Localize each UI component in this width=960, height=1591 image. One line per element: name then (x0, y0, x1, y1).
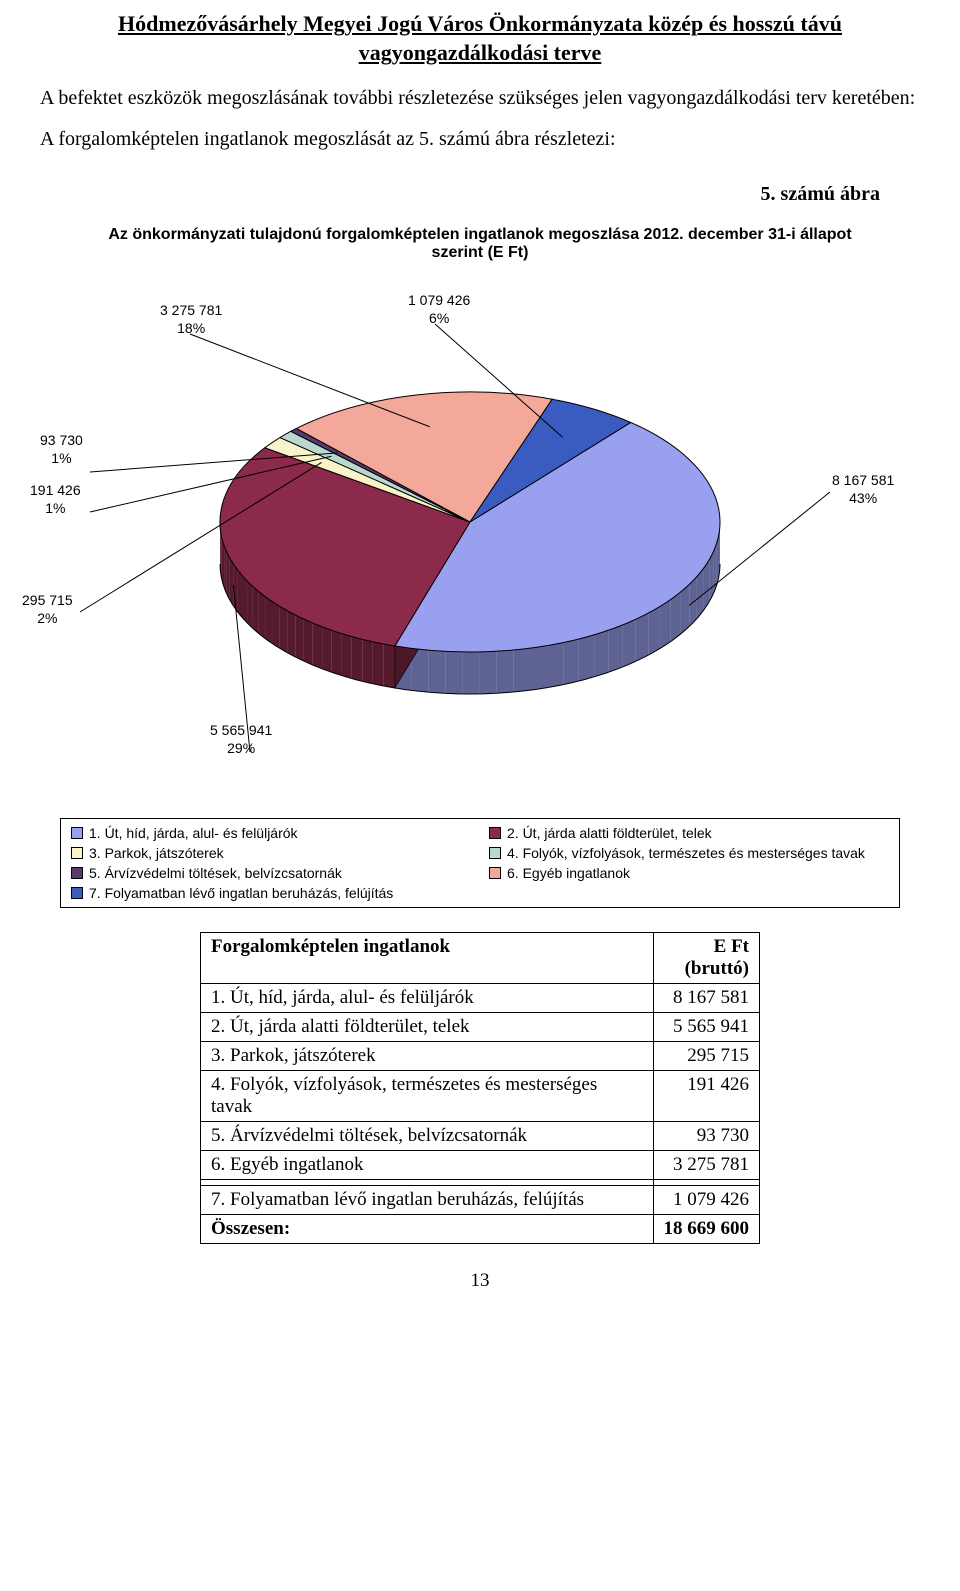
table-header-left: Forgalomképtelen ingatlanok (201, 933, 654, 984)
pie-chart: 3 275 78118% 1 079 4266% 93 7301% 191 42… (40, 272, 920, 812)
slice-label-2: 5 565 94129% (210, 722, 272, 757)
table-row: 4. Folyók, vízfolyások, természetes és m… (201, 1071, 760, 1122)
table-cell-value: 191 426 (653, 1071, 760, 1122)
legend-item: 6. Egyéb ingatlanok (489, 865, 889, 881)
data-table: Forgalomképtelen ingatlanok E Ft(bruttó)… (200, 932, 760, 1244)
legend-item: 3. Parkok, játszóterek (71, 845, 471, 861)
legend-swatch (489, 827, 501, 839)
intro-paragraph-2: A forgalomképtelen ingatlanok megoszlásá… (40, 126, 920, 153)
table-cell-label: 3. Parkok, játszóterek (201, 1042, 654, 1071)
table-total-row: Összesen: 18 669 600 (201, 1215, 760, 1244)
slice-label-1: 8 167 58143% (832, 472, 894, 507)
table-row: 7. Folyamatban lévő ingatlan beruházás, … (201, 1186, 760, 1215)
table-cell-value: 3 275 781 (653, 1151, 760, 1180)
intro-paragraph-1: A befektet eszközök megoszlásának tovább… (40, 85, 920, 112)
table-cell-label: 2. Út, járda alatti földterület, telek (201, 1013, 654, 1042)
legend-label: 6. Egyéb ingatlanok (507, 865, 630, 881)
legend-label: 1. Út, híd, járda, alul- és felüljárók (89, 825, 298, 841)
legend-label: 3. Parkok, játszóterek (89, 845, 224, 861)
table-row: 3. Parkok, játszóterek295 715 (201, 1042, 760, 1071)
table-cell-value: 295 715 (653, 1042, 760, 1071)
table-cell-label: 6. Egyéb ingatlanok (201, 1151, 654, 1180)
legend-swatch (489, 847, 501, 859)
table-row: 2. Út, járda alatti földterület, telek5 … (201, 1013, 760, 1042)
table-cell-value: 5 565 941 (653, 1013, 760, 1042)
table-cell-value: 93 730 (653, 1122, 760, 1151)
slice-label-3: 295 7152% (22, 592, 73, 627)
chart-legend: 1. Út, híd, járda, alul- és felüljárók 2.… (60, 818, 900, 908)
legend-swatch (71, 847, 83, 859)
table-cell-label: 5. Árvízvédelmi töltések, belvízcsatorná… (201, 1122, 654, 1151)
legend-swatch (489, 867, 501, 879)
slice-label-5: 93 7301% (40, 432, 83, 467)
table-cell-value: 1 079 426 (653, 1186, 760, 1215)
legend-label: 5. Árvízvédelmi töltések, belvízcsatorná… (89, 865, 342, 881)
table-header-right: E Ft(bruttó) (653, 933, 760, 984)
slice-label-6: 3 275 78118% (160, 302, 222, 337)
legend-swatch (71, 867, 83, 879)
table-row: 1. Út, híd, járda, alul- és felüljárók8 … (201, 984, 760, 1013)
table-cell-label: 4. Folyók, vízfolyások, természetes és m… (201, 1071, 654, 1122)
slice-label-7: 1 079 4266% (408, 292, 470, 327)
table-cell-label: 7. Folyamatban lévő ingatlan beruházás, … (201, 1186, 654, 1215)
table-total-label: Összesen: (201, 1215, 654, 1244)
page-number: 13 (40, 1270, 920, 1292)
legend-item: 5. Árvízvédelmi töltések, belvízcsatorná… (71, 865, 471, 881)
legend-swatch (71, 827, 83, 839)
legend-item: 7. Folyamatban lévő ingatlan beruházás, … (71, 885, 471, 901)
legend-item: 2. Út, járda alatti földterület, telek (489, 825, 889, 841)
slice-label-4: 191 4261% (30, 482, 81, 517)
table-row: 5. Árvízvédelmi töltések, belvízcsatorná… (201, 1122, 760, 1151)
table-header-row: Forgalomképtelen ingatlanok E Ft(bruttó) (201, 933, 760, 984)
legend-label: 4. Folyók, vízfolyások, természetes és m… (507, 845, 865, 861)
legend-swatch (71, 887, 83, 899)
legend-label: 7. Folyamatban lévő ingatlan beruházás, … (89, 885, 393, 901)
legend-label: 2. Út, járda alatti földterület, telek (507, 825, 712, 841)
chart-title: Az önkormányzati tulajdonú forgalomképte… (90, 226, 870, 262)
document-title: Hódmezővásárhely Megyei Jogú Város Önkor… (40, 10, 920, 67)
figure-reference: 5. számú ábra (40, 183, 880, 206)
table-cell-value: 8 167 581 (653, 984, 760, 1013)
table-total-value: 18 669 600 (653, 1215, 760, 1244)
table-cell-label: 1. Út, híd, járda, alul- és felüljárók (201, 984, 654, 1013)
legend-item: 4. Folyók, vízfolyások, természetes és m… (489, 845, 889, 861)
legend-item: 1. Út, híd, járda, alul- és felüljárók (71, 825, 471, 841)
table-row: 6. Egyéb ingatlanok3 275 781 (201, 1151, 760, 1180)
